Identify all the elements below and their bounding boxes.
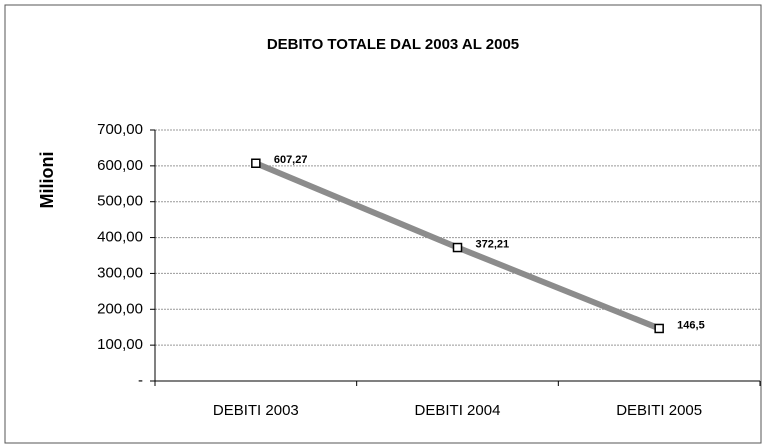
marker bbox=[251, 158, 261, 169]
data-label: 607,27 bbox=[274, 154, 308, 166]
y-tick-label: 700,00 bbox=[97, 121, 143, 138]
data-label: 372,21 bbox=[476, 238, 510, 250]
y-tick-label: 600,00 bbox=[97, 157, 143, 174]
y-tick-label: 200,00 bbox=[97, 300, 143, 317]
marker bbox=[452, 242, 463, 253]
y-tick-label: 300,00 bbox=[97, 264, 143, 281]
chart-frame bbox=[4, 4, 762, 444]
y-axis-label: Milioni bbox=[37, 152, 57, 209]
y-tick-label: 500,00 bbox=[97, 193, 143, 210]
marker bbox=[654, 323, 664, 334]
y-tick-label: - bbox=[138, 372, 143, 389]
y-tick-label: 100,00 bbox=[97, 336, 143, 353]
x-tick-label: DEBITI 2005 bbox=[616, 402, 702, 419]
y-tick-label: 400,00 bbox=[97, 229, 143, 246]
x-tick-label: DEBITI 2003 bbox=[213, 402, 299, 419]
x-tick-label: DEBITI 2004 bbox=[415, 402, 501, 419]
chart-title: DEBITO TOTALE DAL 2003 AL 2005 bbox=[267, 36, 519, 53]
data-label: 146,5 bbox=[677, 319, 705, 331]
